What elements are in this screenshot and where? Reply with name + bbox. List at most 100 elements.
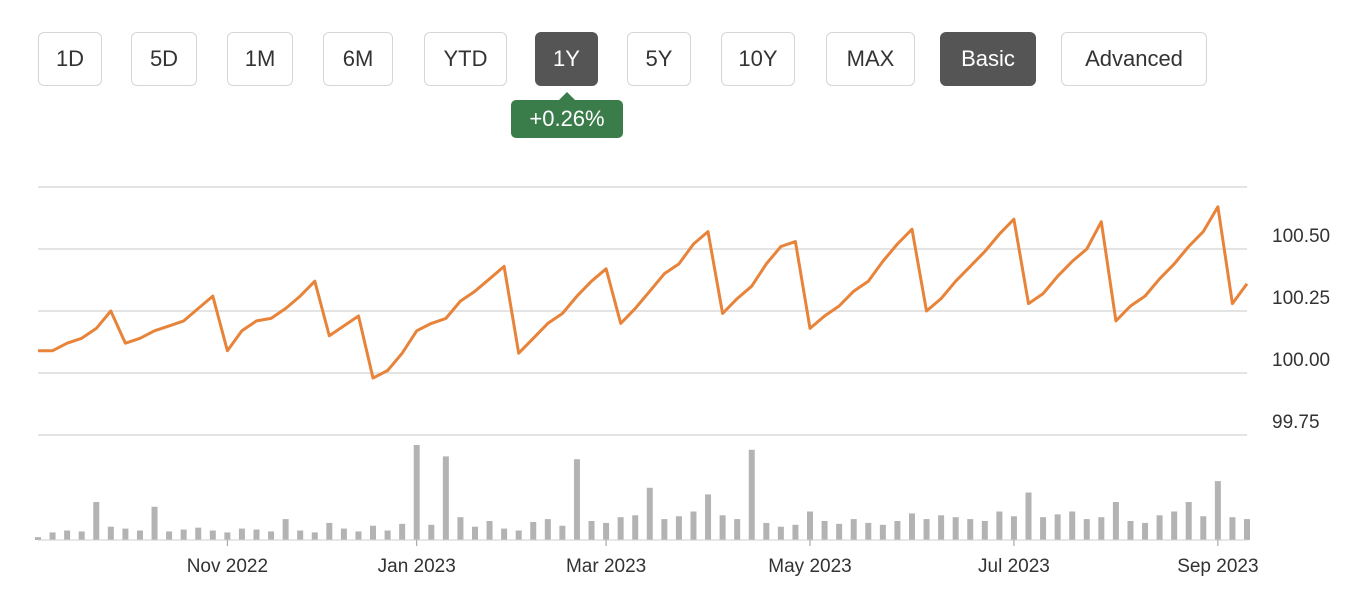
volume-bar	[136, 530, 143, 540]
volume-bar	[1069, 511, 1076, 540]
volume-bar	[195, 527, 202, 540]
x-tick-label: Nov 2022	[187, 556, 268, 577]
volume-bar	[850, 519, 857, 540]
volume-bar	[588, 521, 595, 540]
y-tick-label: 100.25	[1272, 288, 1330, 309]
volume-bar	[646, 487, 653, 540]
volume-bar	[1054, 514, 1061, 540]
volume-bar	[311, 532, 318, 540]
volume-bar	[428, 524, 435, 540]
volume-bar	[923, 519, 930, 540]
volume-bar	[879, 524, 886, 540]
volume-bar	[1229, 517, 1236, 540]
volume-bar	[166, 531, 173, 540]
volume-bar	[442, 456, 449, 540]
price-line	[38, 205, 1249, 380]
range-button[interactable]: 1Y	[535, 32, 598, 86]
volume-bar	[370, 525, 377, 540]
volume-bar	[253, 529, 260, 540]
volume-bar	[49, 532, 56, 540]
range-button[interactable]: Advanced	[1061, 32, 1207, 86]
volume-bar	[938, 515, 945, 540]
volume-bar	[967, 519, 974, 540]
volume-bar	[268, 531, 275, 540]
x-tick-label: Mar 2023	[566, 556, 646, 577]
volume-bar	[297, 530, 304, 540]
volume-bar	[340, 528, 347, 540]
volume-bar	[1142, 522, 1149, 540]
change-badge: +0.26%	[511, 92, 623, 138]
volume-bar	[690, 511, 697, 540]
volume-bar	[1156, 515, 1163, 540]
x-tick-label: Sep 2023	[1177, 556, 1258, 577]
volume-bar	[1083, 519, 1090, 540]
volume-bar	[326, 522, 333, 540]
volume-bar	[836, 523, 843, 540]
volume-bar	[471, 526, 478, 540]
volume-bar	[981, 521, 988, 540]
y-tick-label: 100.00	[1272, 350, 1330, 371]
range-button[interactable]: 6M	[323, 32, 393, 86]
volume-bar	[122, 528, 129, 540]
volume-bar	[180, 529, 187, 540]
volume-bar	[807, 511, 814, 540]
volume-bar	[661, 519, 668, 540]
volume-bar	[734, 519, 741, 540]
volume-bar	[355, 531, 362, 540]
range-button[interactable]: 5Y	[627, 32, 691, 86]
volume-bar	[559, 525, 566, 540]
volume-bar	[705, 494, 712, 540]
volume-bar	[35, 537, 41, 540]
range-button[interactable]: 1D	[38, 32, 102, 86]
volume-bar	[1200, 516, 1207, 540]
range-button[interactable]: YTD	[424, 32, 507, 86]
volume-bar	[617, 517, 624, 540]
volume-bar	[821, 521, 828, 540]
volume-bar	[1244, 519, 1250, 540]
volume-bar	[1040, 517, 1047, 540]
volume-bar	[908, 513, 915, 540]
volume-bar	[792, 524, 799, 540]
volume-bar	[501, 528, 508, 540]
range-button[interactable]: 5D	[131, 32, 197, 86]
volume-bar	[675, 516, 682, 540]
volume-bar	[1098, 517, 1105, 540]
range-button[interactable]: 1M	[227, 32, 293, 86]
volume-bar	[894, 521, 901, 540]
y-tick-label: 99.75	[1272, 412, 1320, 433]
volume-bar	[399, 523, 406, 540]
volume-bar	[1010, 516, 1017, 540]
volume-bar	[151, 506, 158, 540]
range-button[interactable]: MAX	[826, 32, 915, 86]
volume-bar	[224, 532, 231, 540]
volume-bar	[413, 445, 420, 540]
volume-bar	[573, 459, 580, 540]
volume-bar	[282, 519, 289, 540]
volume-bar	[996, 511, 1003, 540]
volume-bar	[1025, 492, 1032, 540]
volume-bar	[530, 521, 537, 540]
volume-bar	[1171, 511, 1178, 540]
volume-bar	[1127, 521, 1134, 540]
x-tick-label: Jan 2023	[378, 556, 456, 577]
y-tick-label: 100.50	[1272, 226, 1330, 247]
volume-bar	[603, 522, 610, 540]
volume-bar	[384, 530, 391, 540]
volume-bar	[632, 515, 639, 540]
range-button[interactable]: Basic	[940, 32, 1036, 86]
volume-bar	[952, 517, 959, 540]
volume-bar	[238, 528, 245, 540]
x-tick-label: May 2023	[768, 556, 851, 577]
volume-bar	[486, 521, 493, 540]
volume-bar	[209, 530, 216, 540]
volume-bar	[763, 522, 770, 540]
volume-bar	[457, 517, 464, 540]
volume-bar	[544, 519, 551, 540]
volume-bar	[719, 515, 726, 540]
x-tick-label: Jul 2023	[978, 556, 1050, 577]
volume-bar	[64, 530, 71, 540]
volume-bar	[515, 530, 522, 540]
volume-bar	[865, 522, 872, 540]
range-button[interactable]: 10Y	[721, 32, 795, 86]
